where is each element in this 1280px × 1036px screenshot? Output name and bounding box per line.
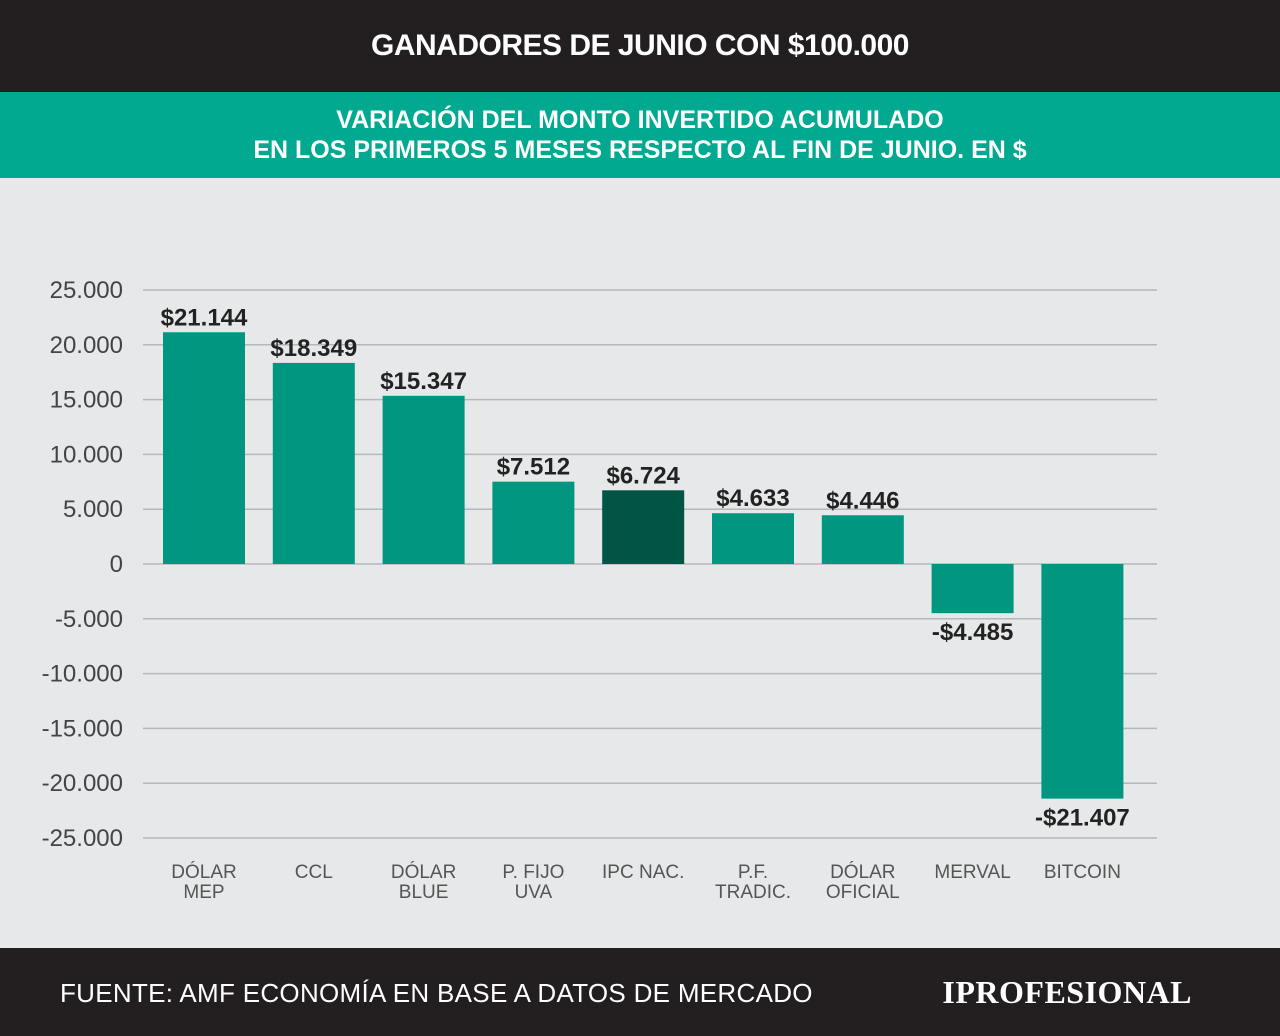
x-tick-label: P. FIJO [502, 862, 564, 883]
x-tick-label: MEP [183, 882, 224, 903]
data-label: $6.724 [606, 462, 680, 489]
bar [712, 513, 794, 564]
data-label: $4.446 [826, 487, 899, 514]
y-tick-label: -10.000 [42, 661, 123, 688]
x-tick-label: UVA [515, 882, 553, 903]
bar [163, 332, 245, 564]
chart-area: 25.000 20.000 15.000 10.000 5.000 0 -5.000 -10.… [0, 178, 1280, 948]
bar-chart: 25.000 20.000 15.000 10.000 5.000 0 -5.000 -10.… [42, 277, 1157, 903]
chart-title: GANADORES DE JUNIO CON $100.000 [370, 29, 910, 62]
bar [931, 564, 1014, 614]
y-tick-label: 15.000 [50, 387, 123, 414]
bar [382, 395, 465, 564]
title-bar: GANADORES DE JUNIO CON $100.000 [0, 0, 1280, 92]
data-label: -$21.407 [1035, 805, 1130, 832]
bar [492, 481, 575, 564]
x-tick-label: P.F. [738, 862, 768, 883]
y-tick-label: -20.000 [42, 770, 123, 797]
data-label: $21.144 [161, 304, 248, 331]
chart-subtitle-line-2: EN LOS PRIMEROS 5 MESES RESPECTO AL FIN … [253, 136, 1027, 164]
subtitle-bar: VARIACIÓN DEL MONTO INVERTIDO ACUMULADO … [0, 92, 1280, 178]
data-label: $15.347 [380, 368, 467, 395]
x-tick-label: BLUE [399, 882, 449, 903]
brand-logo: IPROFESIONAL [942, 974, 1192, 1010]
y-tick-label: 20.000 [50, 332, 123, 359]
x-tick-label: TRADIC. [715, 882, 791, 903]
data-label: -$4.485 [932, 619, 1013, 646]
bar [272, 362, 355, 564]
data-label: $4.633 [716, 485, 789, 512]
bar [1041, 564, 1124, 799]
y-tick-label: 5.000 [63, 496, 123, 523]
y-tick-label: -15.000 [42, 715, 123, 742]
x-tick-label: MERVAL [934, 862, 1010, 883]
x-tick-label: DÓLAR [830, 861, 895, 883]
y-tick-label: -5.000 [55, 606, 123, 633]
bar [821, 515, 904, 564]
x-tick-label: IPC NAC. [602, 862, 684, 883]
y-tick-label: -25.000 [42, 825, 123, 852]
x-tick-label: CCL [295, 862, 333, 883]
bar [602, 490, 685, 564]
data-label: $18.349 [270, 335, 357, 362]
chart-subtitle-line-1: VARIACIÓN DEL MONTO INVERTIDO ACUMULADO [336, 106, 944, 134]
x-tick-label: DÓLAR [171, 861, 236, 883]
x-tick-label: DÓLAR [391, 861, 456, 883]
x-tick-label: BITCOIN [1044, 862, 1121, 883]
y-tick-label: 10.000 [50, 441, 123, 468]
y-tick-label: 25.000 [50, 277, 123, 304]
source-note: FUENTE: AMF ECONOMÍA EN BASE A DATOS DE … [60, 978, 813, 1008]
x-tick-label: OFICIAL [826, 882, 900, 903]
data-label: $7.512 [497, 454, 570, 481]
y-tick-label: 0 [110, 551, 123, 578]
footer-bar: FUENTE: AMF ECONOMÍA EN BASE A DATOS DE … [0, 948, 1280, 1036]
